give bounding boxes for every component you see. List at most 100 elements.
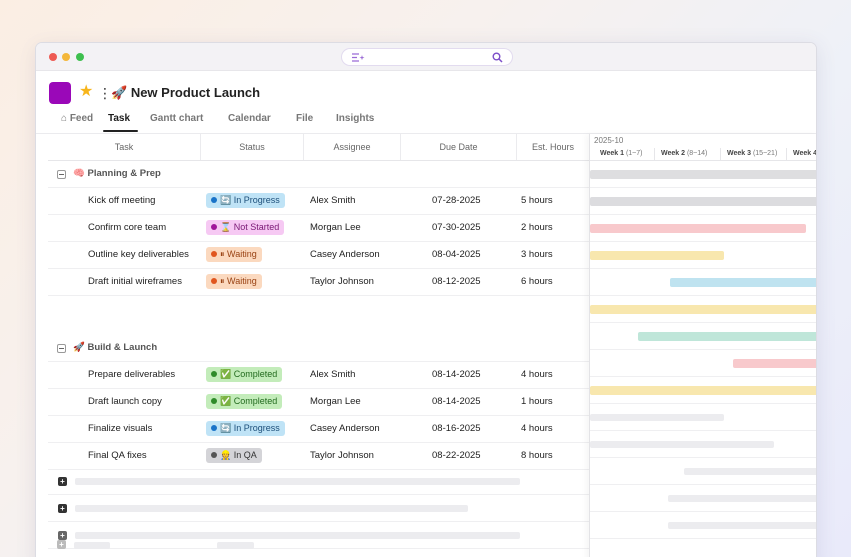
- table-row[interactable]: Prepare deliverables ✅ Completed Alex Smit…: [48, 362, 589, 389]
- ai-sparkle-icon: [352, 53, 365, 62]
- status-badge[interactable]: 👷 In QA: [206, 448, 262, 463]
- placeholder-row: +: [48, 549, 589, 557]
- task-name[interactable]: Finalize visuals: [88, 423, 153, 434]
- gantt-bar[interactable]: [590, 197, 816, 206]
- gantt-bar[interactable]: [590, 305, 816, 314]
- assignee[interactable]: Taylor Johnson: [310, 450, 374, 461]
- collapse-toggle-icon[interactable]: [57, 170, 66, 179]
- add-icon[interactable]: +: [57, 540, 66, 549]
- add-icon[interactable]: +: [58, 504, 67, 513]
- tab-task[interactable]: Task: [108, 113, 131, 124]
- gantt-row: [590, 323, 816, 350]
- tab-feed[interactable]: ⌂ Feed: [61, 113, 94, 124]
- task-name[interactable]: Final QA fixes: [88, 450, 147, 461]
- gantt-row: [590, 431, 816, 458]
- task-name[interactable]: Draft initial wireframes: [88, 276, 182, 287]
- column-header-status[interactable]: Status: [201, 134, 304, 160]
- due-date[interactable]: 08-04-2025: [432, 249, 481, 260]
- assignee[interactable]: Morgan Lee: [310, 222, 361, 233]
- search-bar[interactable]: [341, 48, 513, 66]
- more-options-icon[interactable]: ⋮: [98, 85, 112, 101]
- status-badge[interactable]: ⏸ Waiting: [206, 274, 262, 289]
- status-badge[interactable]: ✅ Completed: [206, 394, 283, 409]
- assignee[interactable]: Casey Anderson: [310, 249, 380, 260]
- table-row[interactable]: Draft initial wireframes ⏸ Waiting Taylor …: [48, 269, 589, 296]
- assignee[interactable]: Casey Anderson: [310, 423, 380, 434]
- est-hours[interactable]: 4 hours: [521, 423, 553, 434]
- star-icon[interactable]: ★: [79, 83, 94, 100]
- gantt-bar[interactable]: [590, 251, 724, 260]
- table-row[interactable]: Draft launch copy ✅ Completed Morgan Lee 08…: [48, 389, 589, 416]
- minimize-window-button[interactable]: [62, 53, 70, 61]
- status-badge[interactable]: ⌛ Not Started: [206, 220, 285, 235]
- table-row[interactable]: Confirm core team ⌛ Not Started Morgan Lee…: [48, 215, 589, 242]
- search-icon[interactable]: [492, 52, 503, 63]
- project-title: 🚀 New Product Launch: [111, 85, 261, 100]
- assignee[interactable]: Morgan Lee: [310, 396, 361, 407]
- add-icon[interactable]: +: [58, 477, 67, 486]
- est-hours[interactable]: 6 hours: [521, 276, 553, 287]
- gantt-bar[interactable]: [590, 386, 816, 395]
- gantt-bar[interactable]: [590, 170, 816, 179]
- assignee[interactable]: Alex Smith: [310, 369, 356, 380]
- tab-calendar[interactable]: Calendar: [228, 113, 271, 124]
- group-row-build[interactable]: 🚀 Build & Launch: [48, 335, 589, 362]
- gantt-bar[interactable]: [638, 332, 816, 341]
- table-row[interactable]: Kick off meeting 🔄 In Progress Alex Smith 0…: [48, 188, 589, 215]
- assignee[interactable]: Alex Smith: [310, 195, 356, 206]
- status-badge[interactable]: 🔄 In Progress: [206, 193, 285, 208]
- status-dot-icon: [211, 425, 217, 431]
- status-badge[interactable]: 🔄 In Progress: [206, 421, 285, 436]
- tab-divider: [36, 133, 816, 134]
- column-header-task[interactable]: Task: [48, 134, 201, 160]
- gantt-week-header: Week 3 (15~21): [720, 148, 786, 160]
- est-hours[interactable]: 5 hours: [521, 195, 553, 206]
- due-date[interactable]: 08-22-2025: [432, 450, 481, 461]
- gantt-month-label: 2025-10: [594, 136, 624, 145]
- gantt-row: [590, 512, 816, 539]
- collapse-toggle-icon[interactable]: [57, 344, 66, 353]
- assignee[interactable]: Taylor Johnson: [310, 276, 374, 287]
- gantt-panel: 2025-10 Week 1 (1~7) Week 2 (8~14) Week …: [589, 134, 816, 557]
- gantt-bar[interactable]: [590, 224, 806, 233]
- table-row[interactable]: Finalize visuals 🔄 In Progress Casey Ander…: [48, 416, 589, 443]
- est-hours[interactable]: 2 hours: [521, 222, 553, 233]
- group-row-planning[interactable]: 🧠 Planning & Prep: [48, 161, 589, 188]
- placeholder-row: +: [48, 495, 589, 522]
- tab-gantt-chart[interactable]: Gantt chart: [150, 113, 204, 124]
- status-badge[interactable]: ⏸ Waiting: [206, 247, 262, 262]
- est-hours[interactable]: 8 hours: [521, 450, 553, 461]
- task-name[interactable]: Outline key deliverables: [88, 249, 189, 260]
- tab-insights[interactable]: Insights: [336, 113, 375, 124]
- due-date[interactable]: 08-16-2025: [432, 423, 481, 434]
- add-icon[interactable]: +: [58, 531, 67, 540]
- maximize-window-button[interactable]: [76, 53, 84, 61]
- home-icon: ⌂: [61, 113, 68, 124]
- status-badge[interactable]: ✅ Completed: [206, 367, 283, 382]
- status-emoji-icon: ⏸: [220, 249, 225, 259]
- close-window-button[interactable]: [49, 53, 57, 61]
- est-hours[interactable]: 1 hours: [521, 396, 553, 407]
- gantt-row: [590, 269, 816, 296]
- task-name[interactable]: Prepare deliverables: [88, 369, 176, 380]
- gantt-bar[interactable]: [670, 278, 816, 287]
- due-date[interactable]: 08-12-2025: [432, 276, 481, 287]
- gantt-bar[interactable]: [733, 359, 816, 368]
- est-hours[interactable]: 3 hours: [521, 249, 553, 260]
- table-row[interactable]: Final QA fixes 👷 In QA Taylor Johnson 08-22…: [48, 443, 589, 470]
- task-name[interactable]: Confirm core team: [88, 222, 167, 233]
- column-header-assignee[interactable]: Assignee: [304, 134, 401, 160]
- status-dot-icon: [211, 452, 217, 458]
- task-name[interactable]: Draft launch copy: [88, 396, 162, 407]
- due-date[interactable]: 08-14-2025: [432, 369, 481, 380]
- due-date[interactable]: 07-28-2025: [432, 195, 481, 206]
- task-name[interactable]: Kick off meeting: [88, 195, 156, 206]
- due-date[interactable]: 08-14-2025: [432, 396, 481, 407]
- column-header-due-date[interactable]: Due Date: [401, 134, 517, 160]
- due-date[interactable]: 07-30-2025: [432, 222, 481, 233]
- status-dot-icon: [211, 398, 217, 404]
- tab-file[interactable]: File: [296, 113, 314, 124]
- column-header-est-hours[interactable]: Est. Hours: [531, 142, 574, 152]
- est-hours[interactable]: 4 hours: [521, 369, 553, 380]
- table-row[interactable]: Outline key deliverables ⏸ Waiting Casey A…: [48, 242, 589, 269]
